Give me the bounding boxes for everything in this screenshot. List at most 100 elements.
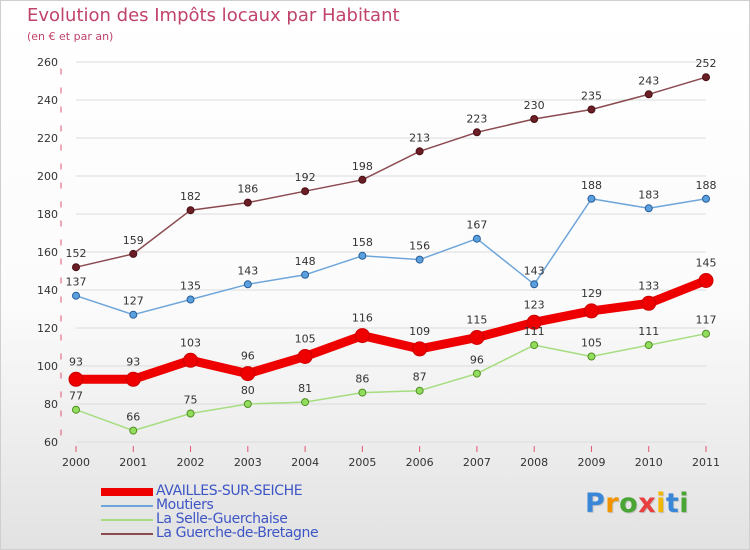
data-point [587, 105, 596, 114]
data-label: 103 [180, 336, 201, 349]
data-point [641, 295, 657, 311]
series-line [75, 332, 707, 432]
data-point [125, 371, 141, 387]
y-tick-label: 200 [37, 170, 58, 183]
data-point [183, 352, 199, 368]
x-tick-label: 2009 [577, 456, 605, 469]
data-label: 167 [466, 219, 487, 232]
legend-label: La Guerche-de-Bretagne [156, 525, 319, 541]
x-tick-label: 2010 [635, 456, 663, 469]
y-tick-label: 80 [44, 398, 58, 411]
x-tick-label: 2006 [406, 456, 434, 469]
y-tick-label: 120 [37, 322, 58, 335]
logo-letter: P [585, 488, 606, 519]
data-label: 96 [241, 350, 255, 363]
data-point [72, 291, 80, 300]
data-point [644, 341, 653, 350]
x-tick-label: 2011 [692, 456, 720, 469]
data-point [129, 426, 138, 435]
data-point [186, 409, 195, 418]
y-tick-label: 180 [37, 208, 58, 221]
data-label: 159 [123, 234, 144, 247]
data-point [415, 386, 424, 395]
data-point [243, 400, 252, 408]
data-point [129, 310, 138, 319]
x-tick-label: 2005 [348, 456, 376, 469]
data-point [530, 280, 539, 289]
data-label: 158 [352, 236, 373, 249]
legend-swatch [101, 505, 153, 507]
y-tick-label: 260 [37, 56, 58, 69]
data-label: 117 [696, 314, 717, 327]
data-point [354, 328, 370, 344]
data-label: 127 [123, 295, 144, 308]
data-point [526, 314, 542, 330]
data-label: 156 [409, 240, 430, 253]
data-label: 152 [66, 247, 87, 260]
data-label: 188 [696, 179, 717, 192]
data-label: 80 [241, 384, 255, 397]
x-tick-label: 2008 [520, 456, 548, 469]
data-label: 148 [295, 255, 316, 268]
data-label: 243 [638, 74, 659, 87]
y-tick-label: 220 [37, 132, 58, 145]
data-label: 137 [66, 276, 87, 289]
data-point [469, 330, 485, 345]
series-line [75, 76, 707, 268]
data-point [68, 371, 84, 387]
data-point [702, 329, 710, 338]
data-point [301, 270, 310, 279]
data-point [297, 349, 313, 364]
data-point [587, 194, 596, 203]
legend-label: AVAILLES-SUR-SEICHE [156, 483, 303, 499]
proxiti-logo: Proxiti [585, 488, 689, 519]
data-label: 96 [470, 354, 484, 367]
data-point [698, 273, 714, 288]
data-label: 87 [413, 371, 427, 384]
data-label: 188 [581, 179, 602, 192]
logo-letter: t [665, 488, 680, 519]
y-tick-label: 140 [37, 284, 58, 297]
data-point [472, 234, 481, 243]
x-tick-label: 2007 [463, 456, 491, 469]
legend-label: La Selle-Guerchaise [156, 511, 288, 527]
data-label: 223 [466, 112, 487, 125]
chart-subtitle: (en € et par an) [27, 30, 114, 43]
data-label: 77 [69, 390, 83, 403]
logo-letter: i [679, 488, 690, 519]
data-label: 105 [581, 337, 602, 350]
data-label: 252 [696, 57, 717, 70]
data-label: 111 [638, 325, 659, 338]
data-label: 109 [409, 325, 430, 338]
data-point [702, 194, 710, 203]
x-tick-label: 2002 [177, 456, 205, 469]
legend-label: Moutiers [156, 497, 214, 513]
line-chart: 60 80 100 120 140 160 180 200 220 240 260 2000 2001 2… [37, 56, 720, 469]
data-point [472, 369, 481, 378]
data-point [72, 405, 80, 414]
data-point [240, 366, 256, 382]
data-label: 135 [180, 280, 201, 293]
series-line [75, 198, 707, 316]
data-label: 115 [466, 314, 487, 327]
x-tick-label: 2004 [291, 456, 319, 469]
data-label: 192 [295, 171, 316, 184]
legend-swatch [101, 533, 153, 535]
legend-swatch [101, 488, 153, 496]
data-label: 133 [638, 279, 659, 292]
data-point [358, 388, 367, 397]
data-point [702, 73, 710, 82]
data-label: 93 [126, 355, 140, 368]
logo-letter: o [619, 488, 639, 519]
chart-title: Evolution des Impôts locaux par Habitant [27, 5, 400, 26]
data-label: 129 [581, 287, 602, 300]
data-point [530, 115, 539, 123]
data-point [129, 249, 138, 258]
data-label: 111 [524, 325, 545, 338]
data-point [583, 303, 599, 319]
data-point [72, 263, 80, 272]
data-label: 81 [298, 382, 312, 395]
logo-letter: r [605, 488, 620, 519]
series-line [71, 276, 711, 384]
